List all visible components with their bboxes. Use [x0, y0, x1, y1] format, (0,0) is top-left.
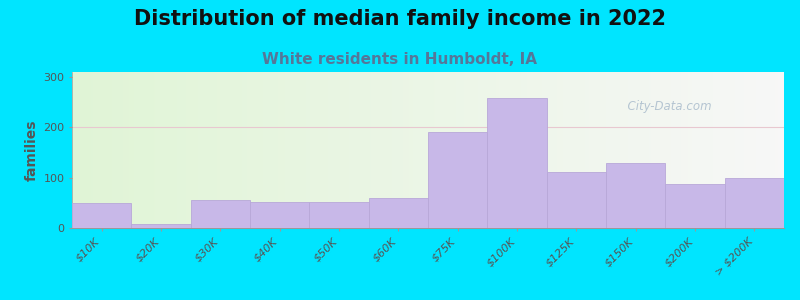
Bar	[487, 98, 546, 228]
Y-axis label: families: families	[25, 119, 39, 181]
Bar	[428, 132, 487, 228]
Bar	[310, 202, 369, 228]
Bar	[546, 172, 606, 228]
Bar	[725, 178, 784, 228]
Bar	[72, 203, 131, 228]
Text: White residents in Humboldt, IA: White residents in Humboldt, IA	[262, 52, 538, 68]
Bar	[666, 184, 725, 228]
Bar	[190, 200, 250, 228]
Bar	[606, 163, 666, 228]
Bar	[250, 202, 310, 228]
Text: Distribution of median family income in 2022: Distribution of median family income in …	[134, 9, 666, 29]
Bar	[369, 198, 428, 228]
Bar	[131, 224, 190, 228]
Text: City-Data.com: City-Data.com	[620, 100, 712, 113]
